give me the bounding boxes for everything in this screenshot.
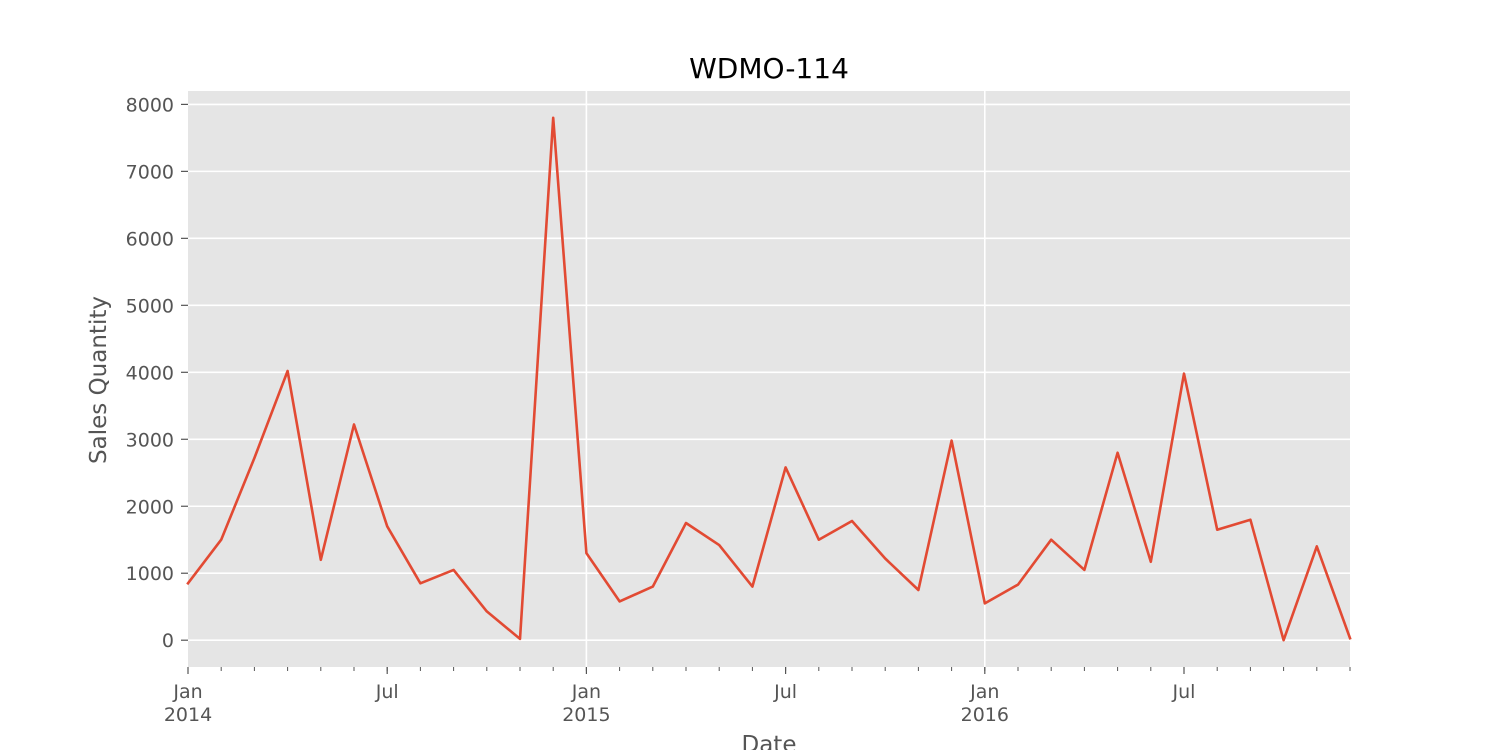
y-tick-label: 4000 bbox=[126, 362, 174, 384]
plot-area-background bbox=[188, 91, 1350, 667]
x-axis-label: Date bbox=[742, 732, 797, 750]
x-tick-year-label: 2015 bbox=[562, 704, 610, 726]
y-tick-label: 2000 bbox=[126, 496, 174, 518]
y-tick-label: 5000 bbox=[126, 295, 174, 317]
x-tick-label: Jul bbox=[773, 681, 797, 703]
y-axis-label: Sales Quantity bbox=[86, 296, 112, 464]
series-layer bbox=[186, 116, 1352, 642]
x-tick-label: Jul bbox=[1172, 681, 1196, 703]
y-axis: 0 1000 2000 3000 4000 5000 6000 7000 8000 bbox=[126, 94, 188, 652]
y-tick-label: 0 bbox=[162, 630, 174, 652]
y-tick-label: 6000 bbox=[126, 228, 174, 250]
x-tick-label: Jan bbox=[571, 681, 601, 703]
y-tick-label: 3000 bbox=[126, 429, 174, 451]
series-line bbox=[186, 116, 1352, 642]
y-tick-label: 8000 bbox=[126, 94, 174, 116]
y-tick-label: 7000 bbox=[126, 161, 174, 183]
x-tick-year-label: 2016 bbox=[961, 704, 1009, 726]
chart-title: WDMO-114 bbox=[689, 52, 849, 85]
x-tick-label: Jul bbox=[375, 681, 399, 703]
x-tick-label: Jan bbox=[969, 681, 999, 703]
x-tick-label: Jan bbox=[172, 681, 202, 703]
y-tick-label: 1000 bbox=[126, 563, 174, 585]
x-tick-year-label: 2014 bbox=[164, 704, 212, 726]
